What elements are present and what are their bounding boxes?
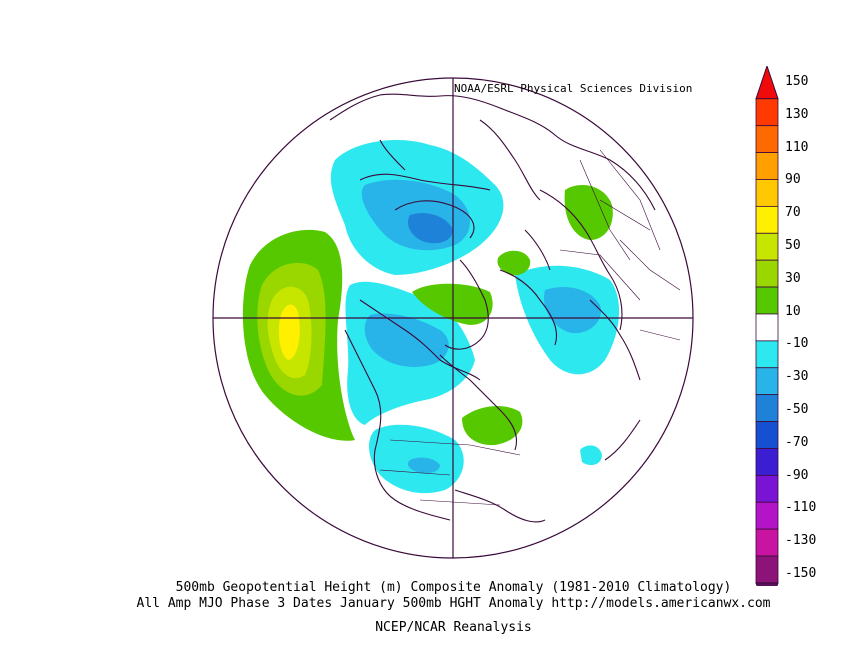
colorbar-tick-label: 90 xyxy=(785,172,801,188)
colorbar-tick-label: -110 xyxy=(785,500,817,516)
colorbar-bottom-arrow xyxy=(755,582,779,586)
map-boundary-circle xyxy=(212,77,694,559)
colorbar-swatch xyxy=(755,259,779,288)
credit-text: NOAA/ESRL Physical Sciences Division xyxy=(454,82,693,95)
caption-source: NCEP/NCAR Reanalysis xyxy=(375,620,532,635)
colorbar-tick-label: 70 xyxy=(785,205,801,221)
colorbar-tick-label: -10 xyxy=(785,336,809,352)
colorbar-swatch xyxy=(755,367,779,396)
negative-anomaly-us-core xyxy=(407,457,440,474)
colorbar-swatch xyxy=(755,394,779,422)
colorbar-tick-label: 50 xyxy=(785,238,801,253)
colorbar-tick-label: 10 xyxy=(785,303,801,319)
colorbar xyxy=(755,66,779,586)
colorbar-tick-label: -70 xyxy=(785,434,809,450)
colorbar-tick-label: -150 xyxy=(785,566,817,581)
negative-anomaly-atlantic-small xyxy=(580,445,602,466)
colorbar-swatch xyxy=(755,528,779,557)
colorbar-swatch xyxy=(755,286,779,315)
colorbar-tick-label: -30 xyxy=(785,369,809,385)
colorbar-swatch xyxy=(755,448,779,476)
negative-anomaly-canada-2 xyxy=(364,313,449,367)
colorbar-swatch xyxy=(755,555,779,584)
caption-subtitle: All Amp MJO Phase 3 Dates January 500mb … xyxy=(136,596,771,611)
colorbar-swatch xyxy=(755,232,779,261)
caption-title: 500mb Geopotential Height (m) Composite … xyxy=(175,580,732,595)
positive-anomaly-eastus xyxy=(462,406,523,446)
colorbar-swatch xyxy=(755,152,779,180)
colorbar-tick-label: -90 xyxy=(785,467,809,483)
colorbar-swatch xyxy=(755,313,779,342)
colorbar-tick-label: 150 xyxy=(785,74,809,89)
colorbar-tick-label: 130 xyxy=(785,106,809,122)
colorbar-tick-label: -130 xyxy=(785,533,817,549)
colorbar-tick-label: -50 xyxy=(785,402,809,417)
negative-anomaly-arctic-core xyxy=(407,213,453,244)
political-boundaries xyxy=(379,149,681,506)
coastlines xyxy=(329,93,656,523)
colorbar-swatch xyxy=(755,125,779,153)
positive-anomaly-kara xyxy=(497,250,531,276)
colorbar-swatch xyxy=(755,474,779,503)
colorbar-swatch xyxy=(755,421,779,449)
colorbar-swatch xyxy=(755,340,779,369)
anomaly-fields xyxy=(242,140,620,494)
colorbar-top-arrow xyxy=(755,66,779,100)
colorbar-swatch xyxy=(755,501,779,530)
colorbar-swatch xyxy=(755,179,779,207)
colorbar-swatch xyxy=(755,98,779,127)
colorbar-tick-label: 110 xyxy=(785,139,809,155)
positive-anomaly-greenland xyxy=(412,283,493,325)
positive-anomaly-siberia xyxy=(564,185,613,240)
colorbar-swatch xyxy=(755,205,779,234)
colorbar-tick-label: 30 xyxy=(785,270,801,286)
negative-anomaly-europe-2 xyxy=(544,286,601,334)
